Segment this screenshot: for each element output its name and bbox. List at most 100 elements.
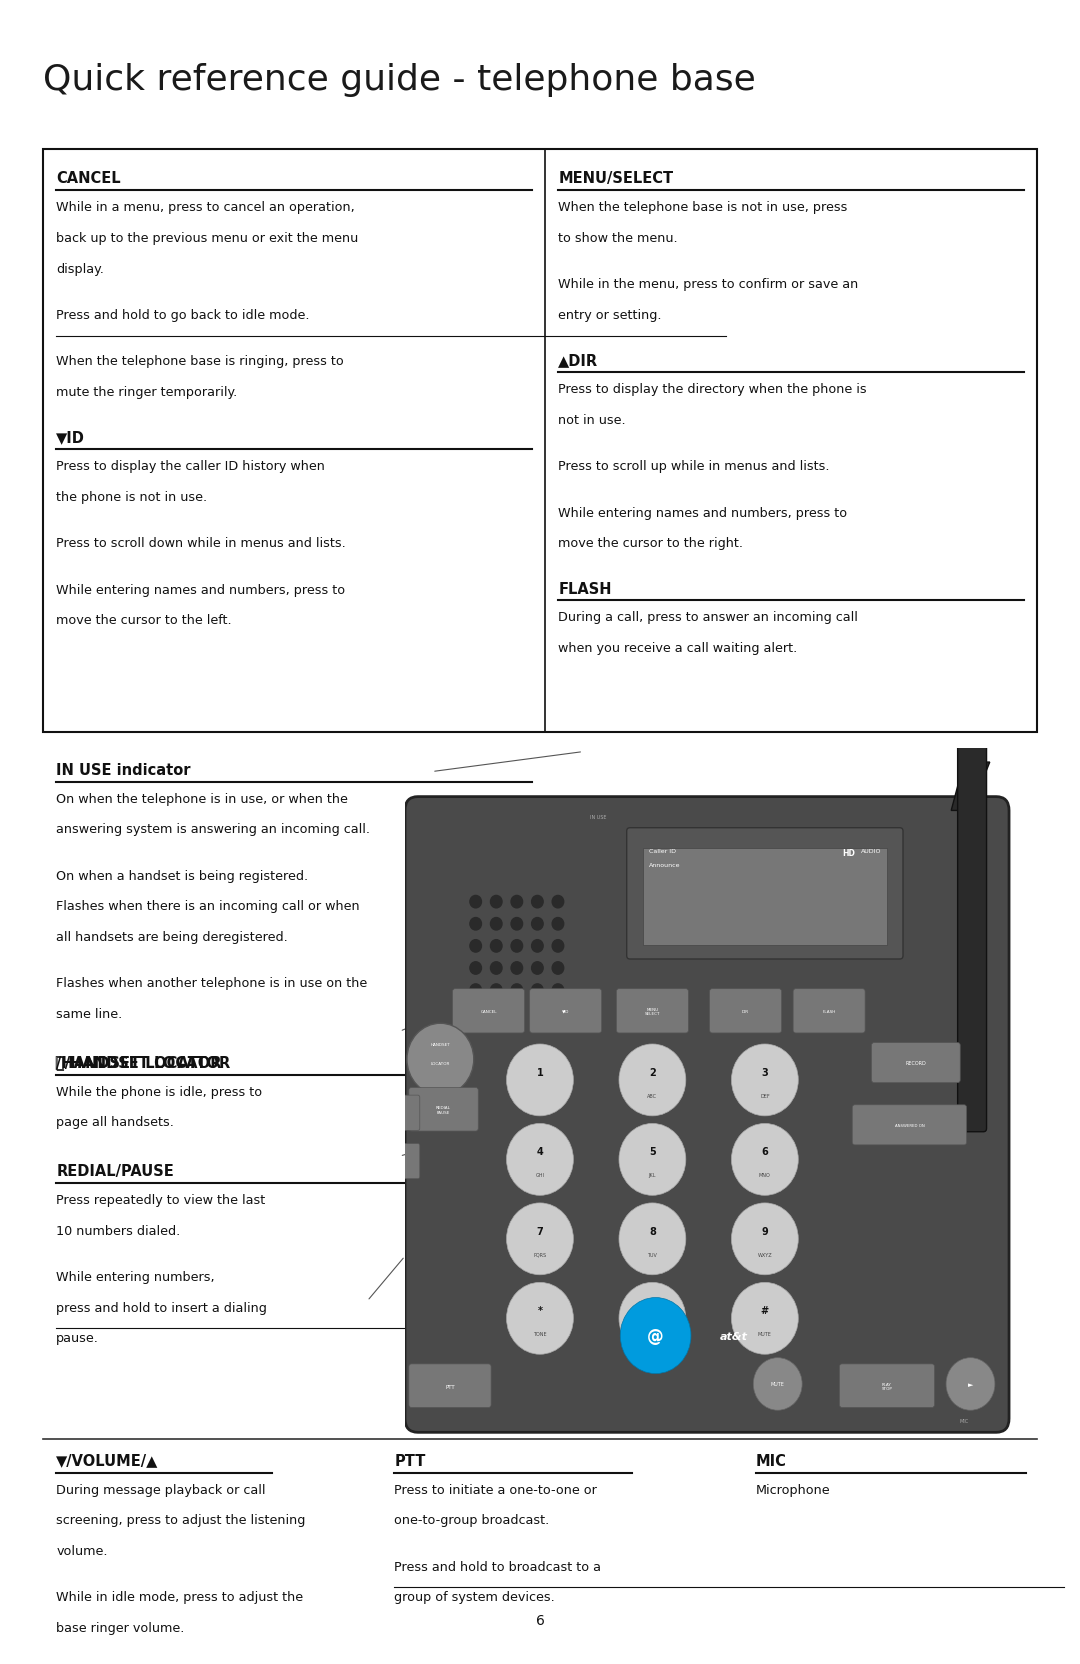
Text: at&t: at&t [720,1331,747,1341]
Text: MENU
SELECT: MENU SELECT [645,1007,660,1015]
Text: #: # [760,1305,769,1315]
Text: 0: 0 [649,1305,656,1315]
Text: RECORD: RECORD [905,1060,927,1065]
Circle shape [619,1045,686,1117]
Circle shape [619,1283,686,1354]
Text: Microphone: Microphone [756,1483,831,1496]
Text: CANCEL: CANCEL [56,171,121,186]
Text: Quick reference guide - telephone base: Quick reference guide - telephone base [43,63,756,97]
Text: ▼ID: ▼ID [562,1008,569,1013]
Text: MIC: MIC [959,1419,969,1424]
Text: On when a handset is being registered.: On when a handset is being registered. [56,869,308,882]
Circle shape [507,1045,573,1117]
Text: /HANDSET LOCATOR: /HANDSET LOCATOR [56,1055,221,1070]
Circle shape [470,919,482,930]
Text: HANDSET: HANDSET [431,1042,450,1047]
Text: not in use.: not in use. [558,414,626,428]
FancyBboxPatch shape [617,988,688,1033]
Circle shape [531,985,543,997]
Circle shape [531,895,543,909]
Text: the phone is not in use.: the phone is not in use. [56,491,207,504]
Text: While in a menu, press to cancel an operation,: While in a menu, press to cancel an oper… [56,201,355,215]
Text: ▼/VOLUME/▲: ▼/VOLUME/▲ [56,1453,159,1468]
Text: LOCATOR: LOCATOR [431,1062,450,1065]
Text: IN USE: IN USE [590,814,606,819]
Circle shape [619,1203,686,1275]
Text: While entering names and numbers, press to: While entering names and numbers, press … [558,506,848,519]
FancyBboxPatch shape [710,988,782,1033]
Circle shape [407,1023,474,1095]
Polygon shape [951,762,989,810]
Text: HD: HD [842,849,855,859]
Circle shape [507,1283,573,1354]
FancyBboxPatch shape [852,1105,967,1145]
Text: page all handsets.: page all handsets. [56,1117,174,1128]
Text: 3: 3 [761,1067,768,1077]
Text: move the cursor to the right.: move the cursor to the right. [558,537,743,551]
Circle shape [552,895,564,909]
Circle shape [552,919,564,930]
Text: TONE: TONE [534,1331,546,1336]
Text: DIR: DIR [742,1008,750,1013]
FancyBboxPatch shape [872,1043,960,1083]
Circle shape [552,985,564,997]
Text: Flashes when another telephone is in use on the: Flashes when another telephone is in use… [56,977,367,990]
Circle shape [731,1123,798,1196]
Text: 🔍: 🔍 [54,1055,63,1070]
Circle shape [490,919,502,930]
Text: While the phone is idle, press to: While the phone is idle, press to [56,1085,262,1098]
Circle shape [490,962,502,975]
Circle shape [531,962,543,975]
Text: Announce: Announce [649,862,680,867]
Circle shape [511,919,523,930]
Circle shape [470,940,482,952]
Circle shape [531,940,543,952]
Text: Press to initiate a one-to-one or: Press to initiate a one-to-one or [394,1483,597,1496]
Text: While in idle mode, press to adjust the: While in idle mode, press to adjust the [56,1591,303,1604]
Text: @: @ [647,1326,664,1345]
Text: On when the telephone is in use, or when the: On when the telephone is in use, or when… [56,792,348,805]
Circle shape [507,1123,573,1196]
Text: PQRS: PQRS [534,1251,546,1256]
Text: back up to the previous menu or exit the menu: back up to the previous menu or exit the… [56,231,359,245]
Circle shape [490,940,502,952]
FancyBboxPatch shape [643,849,887,945]
Text: FLASH: FLASH [558,581,612,596]
Text: 2: 2 [649,1067,656,1077]
Text: press and hold to insert a dialing: press and hold to insert a dialing [56,1301,267,1315]
Text: PLAY
STOP: PLAY STOP [881,1381,892,1391]
Text: Press to scroll down while in menus and lists.: Press to scroll down while in menus and … [56,537,346,551]
Text: Press to display the directory when the phone is: Press to display the directory when the … [558,383,867,396]
Text: 1: 1 [537,1067,543,1077]
Text: REDIAL/PAUSE: REDIAL/PAUSE [56,1163,174,1178]
Text: TUV: TUV [648,1251,658,1256]
Text: MUTE: MUTE [758,1331,772,1336]
Text: same line.: same line. [56,1007,122,1020]
Text: PTT: PTT [394,1453,426,1468]
FancyBboxPatch shape [409,1088,478,1132]
Text: screening, press to adjust the listening: screening, press to adjust the listening [56,1514,306,1526]
Text: mute the ringer temporarily.: mute the ringer temporarily. [56,386,238,399]
Text: ▼ID: ▼ID [56,429,85,446]
Text: move the cursor to the left.: move the cursor to the left. [56,614,232,627]
Text: Flashes when there is an incoming call or when: Flashes when there is an incoming call o… [56,900,360,914]
Circle shape [511,940,523,952]
Circle shape [731,1203,798,1275]
FancyBboxPatch shape [529,988,602,1033]
Circle shape [511,962,523,975]
Circle shape [511,985,523,997]
Text: MIC: MIC [756,1453,787,1468]
FancyBboxPatch shape [453,988,525,1033]
Text: Press repeatedly to view the last: Press repeatedly to view the last [56,1193,266,1206]
Text: 6: 6 [536,1614,544,1627]
Text: During message playback or call: During message playback or call [56,1483,266,1496]
Circle shape [552,962,564,975]
Text: MUTE: MUTE [771,1381,785,1386]
Text: ABC: ABC [647,1093,658,1098]
FancyBboxPatch shape [409,1364,491,1408]
FancyBboxPatch shape [405,797,1009,1433]
Circle shape [490,985,502,997]
Circle shape [490,895,502,909]
Text: display.: display. [56,263,104,276]
Text: When the telephone base is ringing, press to: When the telephone base is ringing, pres… [56,354,343,368]
